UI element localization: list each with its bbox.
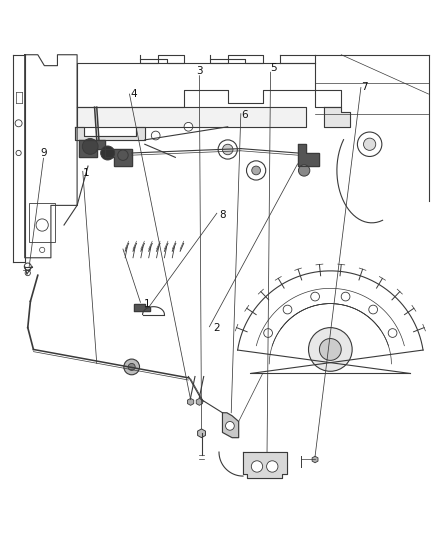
Circle shape xyxy=(267,461,278,472)
Circle shape xyxy=(16,150,21,156)
Polygon shape xyxy=(324,107,350,127)
Circle shape xyxy=(251,461,263,472)
Circle shape xyxy=(24,263,31,270)
Circle shape xyxy=(298,165,310,176)
Polygon shape xyxy=(187,398,194,405)
Circle shape xyxy=(357,132,382,157)
Polygon shape xyxy=(243,452,287,478)
Circle shape xyxy=(341,292,350,301)
Circle shape xyxy=(369,305,378,314)
Polygon shape xyxy=(79,140,132,166)
Circle shape xyxy=(118,150,128,160)
Circle shape xyxy=(218,140,237,159)
Text: 2: 2 xyxy=(213,324,220,334)
Text: 8: 8 xyxy=(219,210,226,220)
Text: 5: 5 xyxy=(270,63,277,73)
Circle shape xyxy=(151,131,160,140)
Polygon shape xyxy=(134,304,150,311)
Text: 3: 3 xyxy=(196,66,203,76)
Circle shape xyxy=(15,120,22,127)
Circle shape xyxy=(184,123,193,131)
Polygon shape xyxy=(312,456,318,463)
Circle shape xyxy=(124,359,140,375)
Circle shape xyxy=(223,144,233,155)
Polygon shape xyxy=(75,127,145,140)
Circle shape xyxy=(388,329,397,337)
Circle shape xyxy=(311,292,319,301)
Polygon shape xyxy=(297,144,319,166)
Circle shape xyxy=(36,219,48,231)
Bar xyxy=(29,203,55,243)
Circle shape xyxy=(364,138,376,150)
Text: 6: 6 xyxy=(241,110,247,119)
Circle shape xyxy=(226,422,234,430)
Circle shape xyxy=(247,161,266,180)
Circle shape xyxy=(283,305,292,314)
Circle shape xyxy=(264,329,272,337)
Circle shape xyxy=(82,139,98,154)
Text: 1: 1 xyxy=(144,298,150,309)
Circle shape xyxy=(25,270,30,276)
Text: 4: 4 xyxy=(131,89,137,99)
Circle shape xyxy=(319,338,341,360)
Text: 9: 9 xyxy=(40,148,47,158)
Circle shape xyxy=(39,247,45,253)
Text: 7: 7 xyxy=(360,82,367,92)
Circle shape xyxy=(252,166,261,175)
Circle shape xyxy=(308,328,352,372)
Polygon shape xyxy=(198,429,205,438)
Circle shape xyxy=(128,364,135,370)
Text: 1: 1 xyxy=(82,168,89,177)
Polygon shape xyxy=(223,413,239,438)
Polygon shape xyxy=(77,107,306,127)
Polygon shape xyxy=(196,398,202,405)
Circle shape xyxy=(101,146,115,160)
